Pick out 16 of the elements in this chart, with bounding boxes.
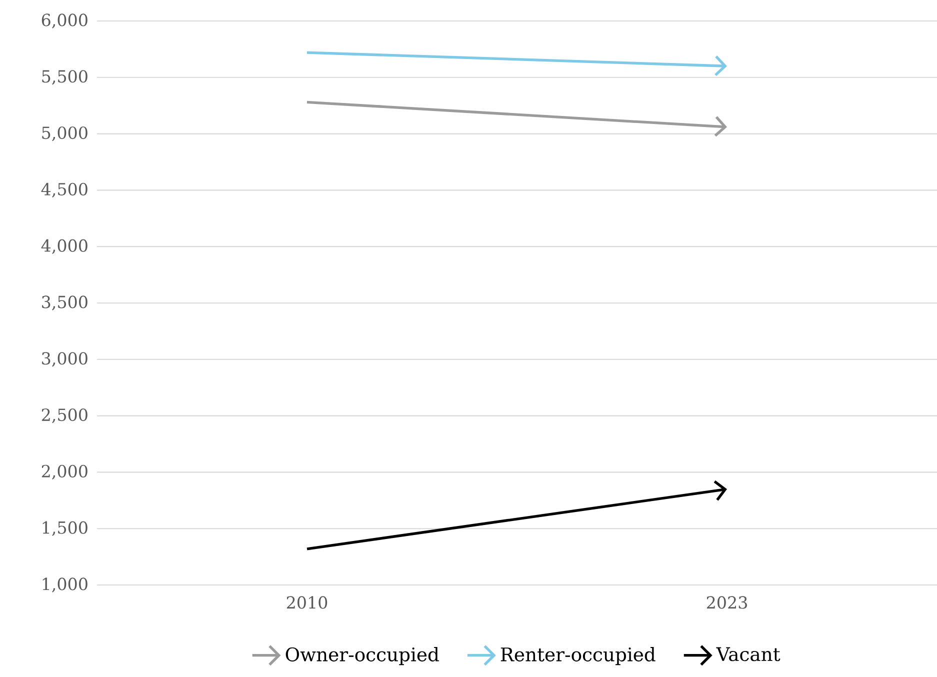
legend-label: Renter-occupied [500,647,656,666]
x-tick-label: 2023 [706,596,747,609]
y-tick-label: 5,500 [42,70,88,85]
y-tick-label: 4,000 [41,239,88,254]
y-tick-label: 1,000 [42,578,88,592]
y-tick-label: 5,000 [42,126,88,142]
y-tick-label: 1,500 [42,521,88,536]
y-tick-label: 3,000 [42,352,88,367]
y-tick-label: 2,500 [42,408,88,424]
y-tick-label: 2,000 [42,464,88,480]
legend-label: Vacant [716,647,780,662]
legend-label: Owner-occupied [286,647,439,666]
y-tick-label: 4,500 [41,182,88,198]
x-tick-label: 2010 [286,596,328,609]
y-tick-label: 3,500 [42,296,88,310]
y-tick-label: 6,000 [42,14,88,28]
